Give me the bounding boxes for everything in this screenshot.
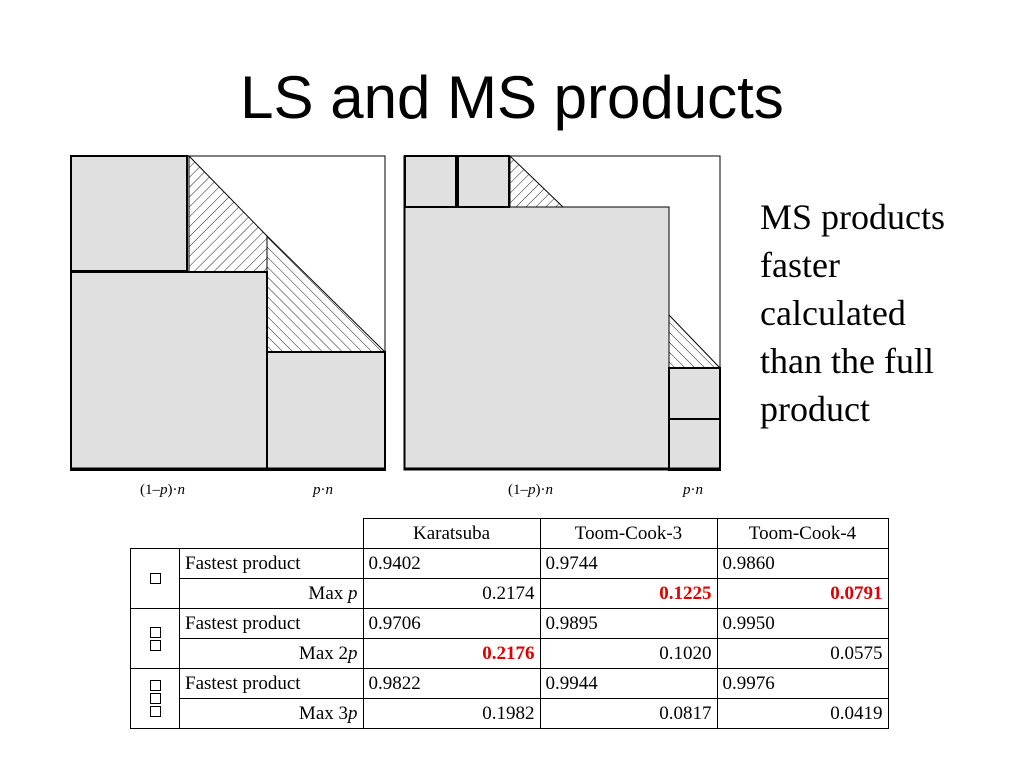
square-symbol-icon <box>149 639 161 651</box>
group-symbol-cell <box>130 548 180 609</box>
table-cell: 0.9822 <box>362 668 541 699</box>
table-row: Fastest product 0.9822 0.9944 0.9976 <box>130 668 889 729</box>
square-symbol-icon <box>149 680 161 691</box>
header-toom-cook-4: Toom-Cook-4 <box>716 518 889 549</box>
ms-low-part-label: (1–p)·n <box>508 482 553 498</box>
slide-title: LS and MS products <box>240 64 784 131</box>
table-cell: 0.0817 <box>539 698 718 729</box>
row-label: Max 2p <box>179 638 364 669</box>
side-note-line: than the full <box>760 341 934 381</box>
table-row: Max 2p 0.2176 0.1020 0.0575 <box>131 638 889 669</box>
table-cell: 0.9944 <box>539 668 718 699</box>
square-symbol-icon <box>149 573 161 584</box>
table-row: Max p 0.2174 0.1225 0.0791 <box>131 578 889 609</box>
table-row: Fastest product 0.9706 0.9895 0.9950 <box>130 608 889 669</box>
ls-product-diagram <box>70 154 387 471</box>
side-note-line: product <box>760 389 870 429</box>
table-cell: 0.1982 <box>362 698 541 729</box>
square-symbol-icon <box>149 693 161 704</box>
ls-large-square <box>70 271 268 471</box>
row-label: Max 3p <box>179 698 364 729</box>
table-cell: 0.9706 <box>362 608 541 639</box>
ms-large-square <box>404 206 670 471</box>
table-cell: 0.0575 <box>716 638 889 669</box>
table-cell: 0.9895 <box>539 608 718 639</box>
row-label: Max p <box>179 578 364 609</box>
header-karatsuba: Karatsuba <box>362 518 541 549</box>
table-cell-highlighted: 0.2176 <box>362 638 541 669</box>
table-cell: 0.2174 <box>362 578 541 609</box>
table-cell: 0.1020 <box>539 638 718 669</box>
table-cell: 0.9402 <box>362 548 541 579</box>
square-symbol-icon <box>149 706 161 717</box>
ls-high-part-label: p·n <box>313 482 333 498</box>
ls-low-part-label: (1–p)·n <box>140 482 185 498</box>
table-cell: 0.9744 <box>539 548 718 579</box>
table-cell-highlighted: 0.0791 <box>716 578 889 609</box>
ms-top-square-2 <box>457 155 510 208</box>
ls-corner-square <box>266 351 386 471</box>
table-cell: 0.0419 <box>716 698 889 729</box>
side-note: MS products faster calculated than the f… <box>760 193 1000 433</box>
results-table: Karatsuba Toom-Cook-3 Toom-Cook-4 Fastes… <box>130 518 889 729</box>
ms-product-diagram <box>403 154 722 471</box>
ms-top-square-1 <box>404 155 457 208</box>
side-note-line: MS products <box>760 197 946 237</box>
group-symbol-cell <box>130 668 180 729</box>
ms-high-part-label: p·n <box>683 482 703 498</box>
ms-right-square-1 <box>668 367 721 420</box>
table-cell-highlighted: 0.1225 <box>539 578 718 609</box>
table-cell: 0.9950 <box>716 608 889 639</box>
table-cell: 0.9976 <box>716 668 889 699</box>
table-row: Fastest product 0.9402 0.9744 0.9860 <box>130 548 889 609</box>
ms-right-square-2 <box>668 418 721 471</box>
side-note-line: faster <box>760 245 840 285</box>
row-label: Fastest product <box>179 668 364 699</box>
ls-small-square <box>70 155 188 272</box>
side-note-line: calculated <box>760 293 906 333</box>
row-label: Fastest product <box>179 548 364 579</box>
row-label: Fastest product <box>179 608 364 639</box>
group-symbol-cell <box>130 608 180 669</box>
header-toom-cook-3: Toom-Cook-3 <box>539 518 718 549</box>
table-cell: 0.9860 <box>716 548 889 579</box>
table-header-row: Karatsuba Toom-Cook-3 Toom-Cook-4 <box>130 518 889 549</box>
table-row: Max 3p 0.1982 0.0817 0.0419 <box>131 698 889 729</box>
square-symbol-icon <box>149 626 161 638</box>
